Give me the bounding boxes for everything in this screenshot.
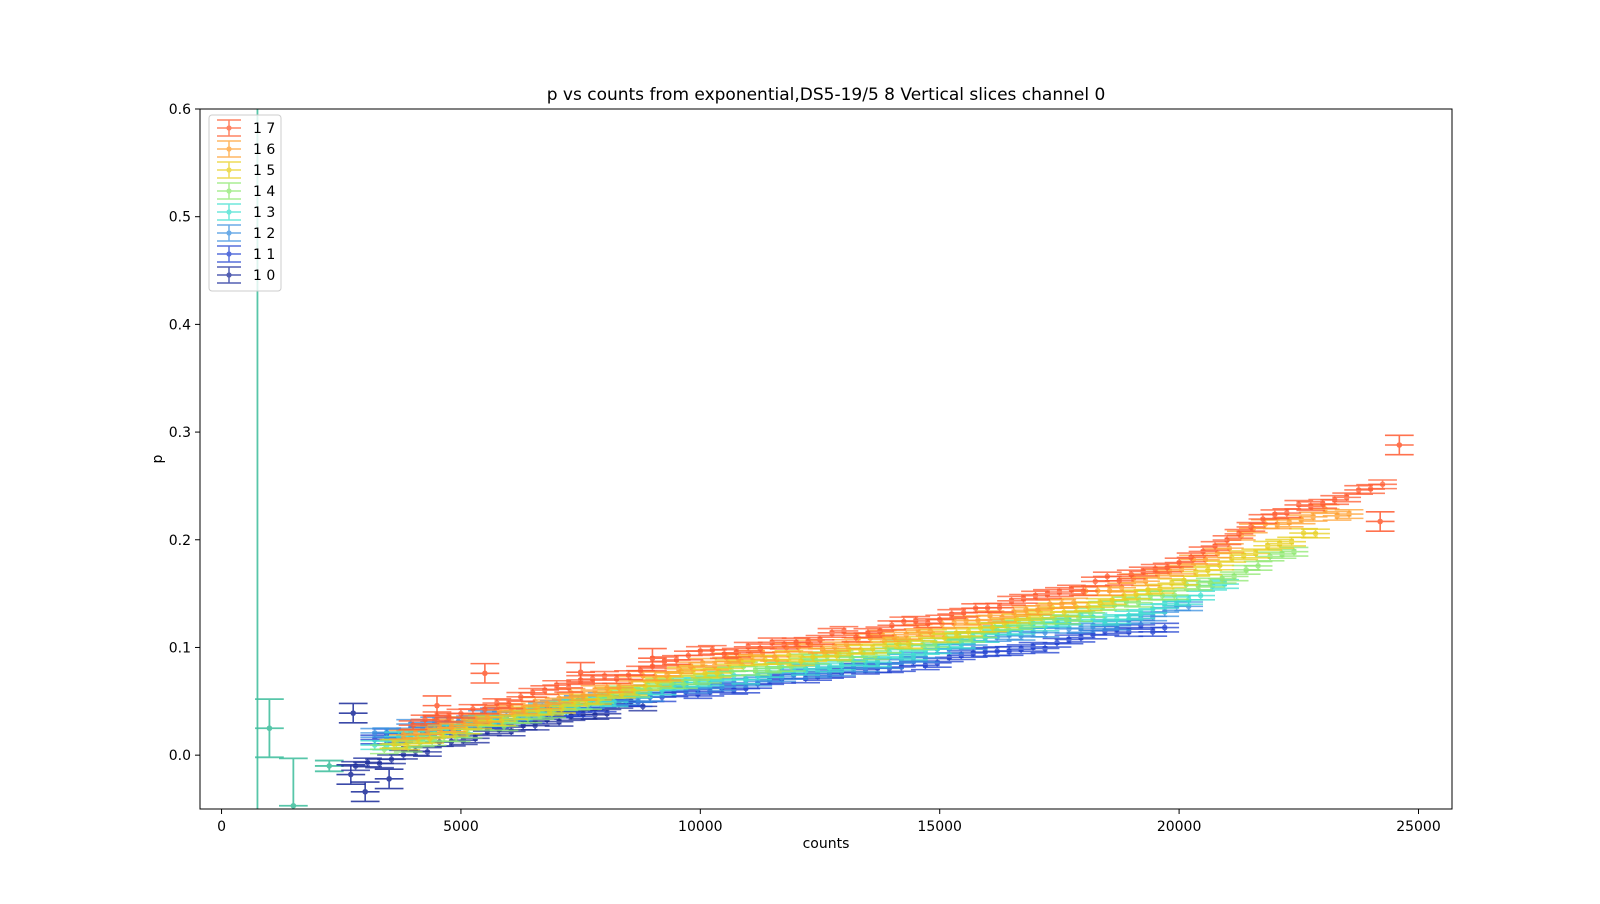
plot-area-frame — [199, 108, 1453, 810]
legend-label: 1 2 — [253, 226, 275, 242]
data-point — [470, 662, 500, 684]
data-point — [566, 661, 595, 683]
legend-marker — [217, 119, 241, 137]
legend: 1 7 1 6 1 5 1 4 1 3 1 2 1 1 1 0 — [208, 114, 282, 292]
legend-label: 1 5 — [253, 163, 275, 179]
data-point — [1241, 548, 1271, 559]
legend-entry: 1 5 — [217, 161, 275, 179]
data-point — [1023, 605, 1053, 616]
x-tick-label: 10000 — [678, 819, 723, 835]
legend-entry: 1 4 — [217, 182, 275, 200]
legend-label: 1 6 — [253, 142, 275, 158]
y-tick-label: 0.6 — [169, 102, 191, 118]
data-point — [1368, 479, 1397, 490]
data-point — [1296, 501, 1326, 512]
y-tick-label: 0.3 — [169, 425, 191, 441]
data-point — [985, 602, 1014, 613]
data-point — [1219, 571, 1249, 582]
data-point — [374, 768, 404, 790]
y-tick-label: 0.4 — [169, 317, 191, 333]
data-point — [338, 702, 368, 724]
x-axis-label: counts — [803, 836, 850, 852]
x-tick-label: 20000 — [1157, 819, 1202, 835]
data-point — [350, 781, 380, 803]
data-point — [860, 650, 890, 661]
data-point — [652, 670, 682, 681]
y-axis: 0.0 0.1 0.2 0.3 0.4 0.5 0.6 — [169, 102, 200, 764]
data-point — [1365, 510, 1395, 532]
x-tick-label: 5000 — [443, 819, 479, 835]
x-axis: 0 5000 10000 15000 20000 25000 — [217, 809, 1441, 835]
legend-marker — [217, 140, 241, 158]
data-point — [1107, 582, 1137, 593]
data-point — [901, 615, 931, 627]
y-tick-label: 0.0 — [169, 748, 191, 764]
legend-marker — [217, 161, 241, 179]
legend-label: 1 3 — [253, 205, 275, 221]
data-point — [532, 699, 562, 710]
legend-label: 1 0 — [253, 268, 275, 284]
y-tick-label: 0.1 — [169, 640, 191, 656]
y-tick-label: 0.2 — [169, 533, 191, 549]
data-point — [1068, 585, 1098, 597]
data-point — [1150, 622, 1180, 633]
data-point — [805, 634, 835, 645]
legend-box — [208, 114, 282, 292]
legend-entry: 1 3 — [217, 203, 275, 221]
data-point — [1059, 597, 1089, 608]
legend-marker — [217, 203, 241, 221]
legend-entry: 1 6 — [217, 140, 275, 158]
data-point — [1332, 492, 1362, 503]
legend-label: 1 4 — [253, 184, 275, 200]
chart-title: p vs counts from exponential,DS5-19/5 8 … — [547, 85, 1106, 105]
outlier-point — [314, 759, 344, 773]
x-tick-label: 0 — [217, 819, 226, 835]
data-point — [638, 647, 667, 669]
legend-entry: 1 7 — [217, 119, 275, 137]
data-point — [1212, 534, 1242, 546]
data-point — [1301, 528, 1330, 539]
legend-marker — [217, 182, 241, 200]
x-tick-label: 25000 — [1396, 819, 1441, 835]
data-point — [1186, 590, 1216, 601]
legend-marker — [217, 224, 241, 242]
data-point — [580, 684, 610, 696]
legend-label: 1 7 — [253, 121, 275, 137]
x-tick-label: 15000 — [917, 819, 962, 835]
data-point — [1334, 508, 1364, 520]
legend-marker — [217, 245, 241, 263]
data-layer — [255, 109, 1414, 809]
y-axis-label: p — [150, 454, 166, 463]
data-point — [422, 695, 452, 717]
y-tick-label: 0.5 — [169, 210, 191, 226]
legend-entry: 1 2 — [217, 224, 275, 242]
outlier-point — [278, 757, 308, 809]
legend-label: 1 1 — [253, 247, 275, 263]
data-point — [1384, 434, 1414, 456]
legend-marker — [217, 266, 241, 284]
data-point — [336, 764, 366, 786]
legend-entry: 1 0 — [217, 266, 275, 284]
legend-entry: 1 1 — [217, 245, 275, 263]
outlier-point — [255, 698, 284, 759]
